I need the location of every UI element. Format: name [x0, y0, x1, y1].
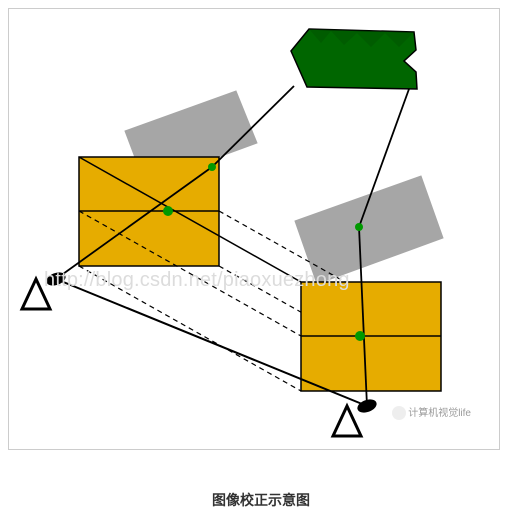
rectification-diagram [9, 9, 499, 449]
gray-plane-right [295, 176, 443, 284]
diagram-container: http://blog.csdn.net/piaoxuezhong [0, 0, 522, 522]
camera-right [333, 397, 378, 436]
camera-left [22, 270, 67, 309]
figure-caption: 图像校正示意图 [0, 490, 522, 510]
figure-frame: http://blog.csdn.net/piaoxuezhong [8, 8, 500, 450]
